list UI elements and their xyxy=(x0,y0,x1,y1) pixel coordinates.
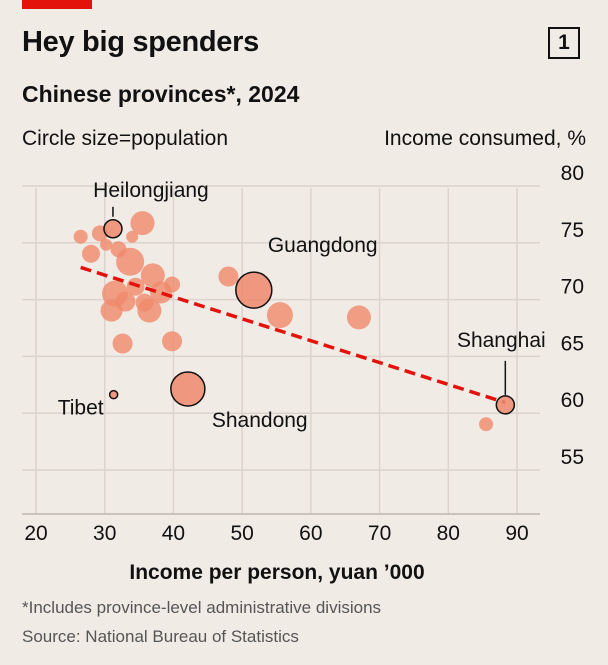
bubble xyxy=(479,417,494,432)
point-label-shanghai: Shanghai xyxy=(457,329,546,352)
x-tick-label: 50 xyxy=(230,522,253,545)
bubble xyxy=(150,281,173,304)
y-tick-label: 65 xyxy=(561,332,584,355)
x-tick-label: 80 xyxy=(437,522,460,545)
bubble-shandong xyxy=(170,371,206,407)
footnote: *Includes province-level administrative … xyxy=(22,598,382,617)
point-label-heilongjiang: Heilongjiang xyxy=(93,179,209,202)
y-tick-label: 60 xyxy=(561,389,584,412)
point-label-guangdong: Guangdong xyxy=(268,234,378,257)
bubble-tibet xyxy=(108,389,119,400)
bubble xyxy=(346,305,371,330)
bubble xyxy=(116,247,145,276)
y-axis-title: Income consumed, % xyxy=(384,127,586,150)
bubble xyxy=(135,293,154,312)
x-tick-label: 60 xyxy=(299,522,322,545)
x-tick-label: 30 xyxy=(93,522,116,545)
bubble xyxy=(100,238,113,251)
y-tick-label: 55 xyxy=(561,446,584,469)
bubble xyxy=(126,230,139,243)
bubble xyxy=(73,229,88,244)
brand-tab xyxy=(22,0,92,9)
x-tick-label: 70 xyxy=(368,522,391,545)
bubble xyxy=(112,333,133,354)
bubble xyxy=(162,331,183,352)
size-legend-note: Circle size=population xyxy=(22,127,229,150)
y-tick-label: 80 xyxy=(561,162,584,185)
x-tick-label: 20 xyxy=(24,522,47,545)
bubble xyxy=(140,263,165,288)
y-tick-label: 70 xyxy=(561,276,584,299)
bubble xyxy=(218,266,239,287)
bubble xyxy=(130,211,155,236)
bubble-heilongjiang xyxy=(103,219,123,239)
x-axis-title: Income per person, yuan ’000 xyxy=(129,561,424,584)
x-tick-label: 40 xyxy=(162,522,185,545)
bubble-guangdong xyxy=(235,271,273,309)
chart-number-badge: 1 xyxy=(548,27,580,59)
x-tick-label: 90 xyxy=(505,522,528,545)
trend-line xyxy=(80,265,506,405)
bubble xyxy=(81,244,100,263)
bubble xyxy=(266,302,293,329)
bubble xyxy=(115,291,136,312)
bubble-shanghai xyxy=(495,395,516,415)
source-note: Source: National Bureau of Statistics xyxy=(22,627,299,646)
chart-title: Hey big spenders xyxy=(22,26,259,58)
y-tick-label: 75 xyxy=(561,219,584,242)
point-label-tibet: Tibet xyxy=(58,397,104,420)
point-label-shandong: Shandong xyxy=(212,409,308,432)
chart-subtitle: Chinese provinces*, 2024 xyxy=(22,81,300,107)
